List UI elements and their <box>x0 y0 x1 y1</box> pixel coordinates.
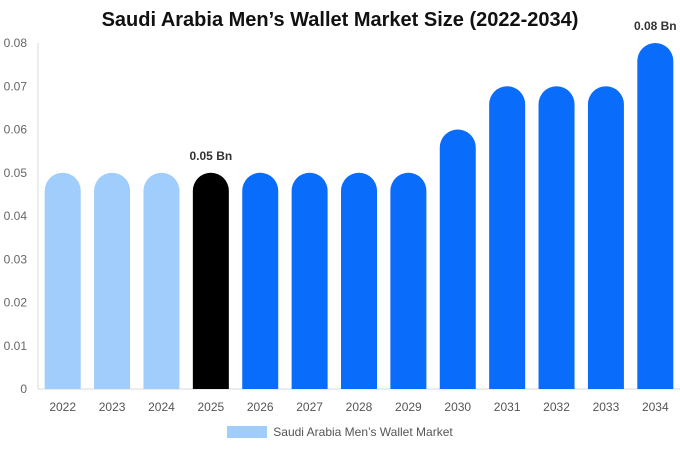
x-tick-label: 2026 <box>247 400 274 414</box>
x-tick-label: 2030 <box>444 400 471 414</box>
y-tick-label: 0.08 <box>4 36 28 50</box>
bar-2030 <box>439 129 476 389</box>
data-label-2034: 0.08 Bn <box>634 19 677 33</box>
bar-2034 <box>637 43 674 389</box>
y-tick-label: 0.06 <box>4 123 28 137</box>
x-tick-label: 2033 <box>593 400 620 414</box>
x-tick-label: 2025 <box>197 400 224 414</box>
bar-2022 <box>44 172 81 389</box>
bar-2029 <box>390 172 427 389</box>
bar-2033 <box>587 86 624 389</box>
y-tick-label: 0.04 <box>4 209 28 223</box>
data-label-2025: 0.05 Bn <box>190 149 233 163</box>
bar-2026 <box>242 172 279 389</box>
legend-swatch <box>227 426 268 438</box>
bar-2028 <box>341 172 377 389</box>
bar-2025 <box>192 172 229 389</box>
x-tick-label: 2028 <box>346 400 373 414</box>
y-tick-label: 0.05 <box>4 166 28 180</box>
bar-2024 <box>143 172 180 389</box>
x-tick-label: 2022 <box>49 400 76 414</box>
x-tick-label: 2027 <box>296 400 323 414</box>
y-tick-label: 0.03 <box>4 252 28 266</box>
y-tick-label: 0.02 <box>4 296 28 310</box>
chart-title: Saudi Arabia Men’s Wallet Market Size (2… <box>101 9 579 31</box>
bar-2023 <box>94 172 131 389</box>
y-tick-label: 0.01 <box>4 339 28 353</box>
x-tick-label: 2031 <box>494 400 521 414</box>
bar-2032 <box>538 86 575 389</box>
x-tick-label: 2034 <box>642 400 669 414</box>
bar-2027 <box>291 172 328 389</box>
y-tick-label: 0.07 <box>4 79 28 93</box>
bar-2031 <box>489 86 526 389</box>
x-tick-label: 2032 <box>543 400 570 414</box>
y-tick-label: 0 <box>20 382 27 396</box>
x-tick-label: 2023 <box>99 400 126 414</box>
x-tick-label: 2029 <box>395 400 422 414</box>
legend-label: Saudi Arabia Men’s Wallet Market <box>273 425 453 439</box>
x-tick-label: 2024 <box>148 400 175 414</box>
legend: Saudi Arabia Men’s Wallet Market <box>0 425 680 439</box>
